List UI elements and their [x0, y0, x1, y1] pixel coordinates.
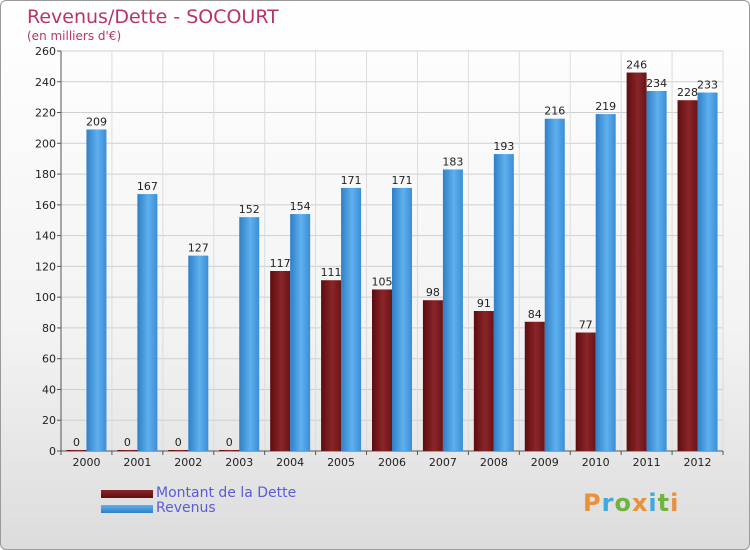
x-tick-label: 2011 [633, 456, 661, 469]
logo-letter: i [648, 489, 658, 517]
value-label-revenus: 216 [544, 105, 565, 118]
bar-revenus-2003 [239, 217, 260, 451]
y-tick-label: 0 [49, 445, 56, 458]
x-tick-label: 2000 [72, 456, 100, 469]
y-tick-label: 60 [42, 353, 56, 366]
y-tick-label: 200 [35, 137, 56, 150]
bar-revenus-2009 [544, 118, 565, 451]
value-label-revenus: 183 [442, 155, 463, 168]
logo-letter: i [670, 489, 680, 517]
value-label-dette: 91 [477, 297, 491, 310]
legend-swatch-revenus [101, 505, 153, 513]
chart-subtitle: (en milliers d'€) [27, 29, 122, 43]
proxiti-logo: Proxiti [583, 489, 679, 517]
y-tick-label: 100 [35, 291, 56, 304]
bar-dette-2006 [372, 289, 392, 451]
bar-dette-2012 [677, 100, 698, 451]
y-tick-label: 140 [35, 230, 56, 243]
value-label-revenus: 171 [392, 174, 413, 187]
x-tick-label: 2007 [429, 456, 457, 469]
legend-swatch-dette [101, 490, 153, 498]
y-tick-label: 260 [35, 45, 56, 58]
bar-revenus-2002 [188, 255, 209, 451]
bar-dette-2003 [219, 450, 240, 451]
value-label-dette: 98 [426, 286, 440, 299]
value-label-dette: 117 [270, 257, 291, 270]
chart-title: Revenus/Dette - SOCOURT [27, 6, 279, 28]
value-label-revenus: 219 [595, 100, 616, 113]
y-tick-label: 160 [35, 199, 56, 212]
bar-dette-2007 [422, 300, 443, 451]
value-label-revenus: 209 [86, 115, 107, 128]
bar-revenus-2007 [442, 169, 463, 451]
bar-revenus-2006 [392, 187, 412, 451]
value-label-revenus: 167 [137, 180, 158, 193]
bar-revenus-2012 [697, 92, 718, 452]
x-tick-label: 2012 [684, 456, 712, 469]
value-label-revenus: 152 [239, 203, 260, 216]
x-tick-label: 2009 [531, 456, 559, 469]
value-label-dette: 228 [677, 86, 698, 99]
logo-letter: r [601, 489, 615, 517]
value-labels: 0 0 0 0 117 111 105 98 91 84 77 246 228 209 167 127 152 1… [73, 59, 718, 449]
y-tick-label: 240 [35, 76, 56, 89]
bar-dette-2009 [524, 321, 545, 451]
x-tick-label: 2001 [123, 456, 151, 469]
x-tick-label: 2003 [225, 456, 253, 469]
value-label-revenus: 171 [341, 174, 362, 187]
bar-revenus-2004 [290, 214, 311, 451]
value-label-dette: 0 [175, 436, 182, 449]
x-tick-label: 2005 [327, 456, 355, 469]
x-tick-label: 2010 [582, 456, 610, 469]
y-tick-label: 80 [42, 322, 56, 335]
bar-revenus-2010 [595, 114, 616, 452]
bar-dette-2005 [321, 280, 342, 451]
logo-letter: t [657, 489, 671, 517]
logo-letter: P [583, 489, 602, 517]
value-label-dette: 105 [372, 275, 393, 288]
bar-dette-2011 [626, 72, 647, 452]
bar-dette-2000 [66, 450, 87, 451]
y-tick-label: 120 [35, 260, 56, 273]
value-label-dette: 111 [321, 266, 342, 279]
legend-label-dette: Montant de la Dette [156, 485, 297, 501]
value-label-revenus: 154 [290, 200, 311, 213]
bar-revenus-2008 [493, 154, 514, 452]
value-label-revenus: 234 [646, 77, 667, 90]
bar-revenus-2005 [341, 187, 362, 451]
x-tick-label: 2002 [174, 456, 202, 469]
value-label-dette: 0 [226, 436, 233, 449]
y-tick-label: 180 [35, 168, 56, 181]
legend-label-revenus: Revenus [156, 500, 216, 516]
bar-revenus-2001 [137, 194, 158, 452]
value-label-dette: 84 [528, 308, 542, 321]
bar-revenus-2011 [646, 91, 667, 451]
x-tick-label: 2006 [378, 456, 406, 469]
bars [66, 72, 718, 452]
bar-revenus-2000 [86, 129, 107, 451]
x-tick-label: 2004 [276, 456, 304, 469]
value-label-dette: 246 [626, 59, 647, 72]
bar-dette-2001 [117, 450, 138, 451]
bar-dette-2004 [270, 271, 291, 451]
x-tick-label: 2008 [480, 456, 508, 469]
value-label-revenus: 127 [188, 242, 209, 255]
value-label-revenus: 233 [697, 79, 718, 92]
y-tick-label: 220 [35, 107, 56, 120]
bar-dette-2002 [168, 450, 189, 451]
value-label-revenus: 193 [493, 140, 514, 153]
bar-dette-2008 [473, 311, 494, 451]
y-tick-label: 40 [42, 383, 56, 396]
logo-letter: x [631, 489, 649, 517]
value-label-dette: 0 [124, 436, 131, 449]
bar-dette-2010 [575, 332, 596, 451]
logo-letter: o [614, 489, 632, 517]
y-tick-label: 20 [42, 414, 56, 427]
value-label-dette: 0 [73, 436, 80, 449]
value-label-dette: 77 [579, 319, 593, 332]
bar-chart: 0 20 40 60 80 100 120 140 160 180 200 220 240 260 2000… [35, 45, 724, 469]
